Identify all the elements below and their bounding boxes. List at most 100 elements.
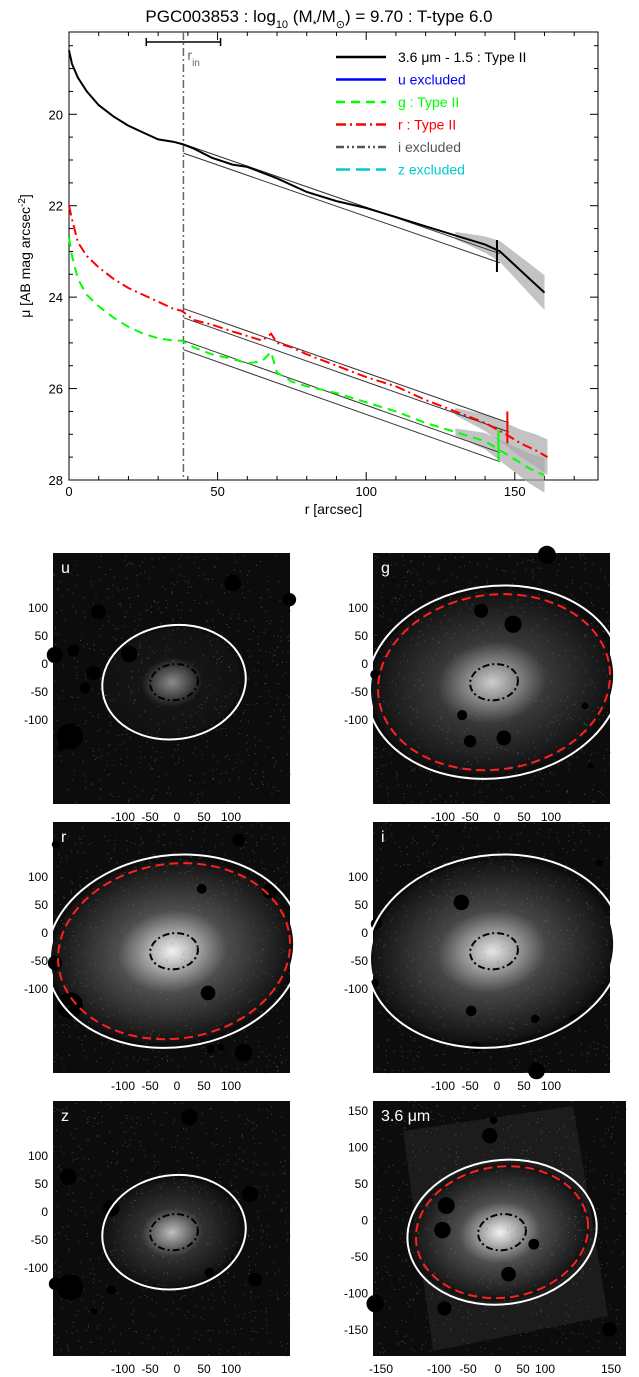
fit-line xyxy=(183,152,501,264)
title-part-5: ⊙ xyxy=(336,19,345,31)
legend-entry: r : Type II xyxy=(398,117,456,133)
y-tick-label: 22 xyxy=(49,199,63,214)
y-tick-label: 28 xyxy=(49,473,63,488)
plot-frame xyxy=(68,31,599,481)
x-tick-label: 50 xyxy=(210,484,224,499)
y-tick-label: 26 xyxy=(49,382,63,397)
title-part-6: ) = 9.70 : T-type 6.0 xyxy=(345,7,493,26)
outer-ellipse xyxy=(365,584,623,780)
panel-y-tick: -50 xyxy=(31,685,49,699)
masked-star xyxy=(496,730,512,746)
y-tick-label: 24 xyxy=(49,290,63,305)
masked-star xyxy=(79,682,91,694)
masked-star xyxy=(463,735,477,748)
image-panel-4: z xyxy=(48,1101,291,1357)
panel-y-tick: 0 xyxy=(361,657,368,671)
legend-entry: z excluded xyxy=(398,162,465,178)
x-tick-label: 150 xyxy=(504,484,526,499)
panel-y-tick: 0 xyxy=(41,657,48,671)
break-ellipse xyxy=(377,593,612,772)
masked-star xyxy=(90,604,106,620)
masked-star xyxy=(470,1041,481,1053)
masked-star xyxy=(232,833,246,847)
panel-x-tick: 50 xyxy=(517,1079,531,1093)
title-part-0: PGC003853 : log xyxy=(145,7,275,26)
panel-x-tick: 100 xyxy=(221,1079,241,1093)
x-tick-label: 0 xyxy=(65,484,72,499)
legend-entry: i excluded xyxy=(398,139,461,155)
panel-y-tick: -100 xyxy=(24,713,48,727)
panel-label: z xyxy=(61,1108,69,1125)
x-axis-title: r [arcsec] xyxy=(305,501,363,517)
profile-chart: PGC003853 : log10 (M*/M⊙) = 9.70 : T-typ… xyxy=(17,7,599,517)
panel-x-tick: 50 xyxy=(197,1362,211,1376)
masked-star xyxy=(241,1185,259,1203)
masked-star xyxy=(434,1221,451,1239)
panel-x-tick: 150 xyxy=(601,1362,621,1376)
inner-ellipse xyxy=(149,1213,199,1252)
masked-star xyxy=(581,702,589,710)
fit-line xyxy=(183,317,510,433)
inner-ellipse xyxy=(149,663,199,702)
panel-x-tick: -50 xyxy=(141,1079,159,1093)
title-part-1: 10 xyxy=(276,19,288,31)
series-line-g xyxy=(68,237,545,477)
image-panel-5: 3.6 μm xyxy=(366,1101,627,1357)
masked-star xyxy=(57,723,83,750)
panel-y-tick: 50 xyxy=(35,629,49,643)
panel-y-tick: 150 xyxy=(348,1104,368,1118)
masked-star xyxy=(437,1301,452,1316)
panel-x-tick: 50 xyxy=(197,810,211,824)
masked-star xyxy=(86,665,101,681)
masked-star xyxy=(528,1238,540,1250)
panel-y-tick: -100 xyxy=(344,1287,368,1301)
masked-star xyxy=(528,1062,545,1080)
panel-y-tick: -100 xyxy=(344,982,368,996)
outer-ellipse xyxy=(101,623,247,741)
masked-star xyxy=(371,978,379,987)
panel-y-tick: 50 xyxy=(35,898,49,912)
panel-x-tick: 0 xyxy=(494,1079,501,1093)
panel-y-tick: 100 xyxy=(348,1141,368,1155)
masked-star xyxy=(370,669,380,680)
masked-star xyxy=(224,574,242,592)
panel-label: r xyxy=(61,829,67,846)
inner-ellipse xyxy=(469,932,519,971)
legend-entry: u excluded xyxy=(398,72,466,88)
panel-x-tick: 50 xyxy=(517,810,531,824)
masked-star xyxy=(106,1285,116,1295)
masked-star xyxy=(57,992,83,1019)
series-line-3 xyxy=(68,50,546,294)
masked-star xyxy=(46,646,63,664)
masked-star xyxy=(181,1109,198,1126)
y-axis-title-end: ] xyxy=(17,194,33,198)
galaxy-glow xyxy=(50,859,294,1044)
panel-y-tick: -100 xyxy=(344,713,368,727)
masked-star xyxy=(465,1005,477,1017)
panel-x-tick: -150 xyxy=(369,1362,393,1376)
y-axis-title-sup: -2 xyxy=(17,198,28,207)
noise xyxy=(373,822,611,1074)
panel-y-tick: 50 xyxy=(35,1177,49,1191)
outer-ellipse xyxy=(101,1173,247,1291)
y-axis-title: μ [AB mag arcsec-2] xyxy=(17,194,34,318)
panel-y-tick: -150 xyxy=(344,1323,368,1337)
galaxy-glow xyxy=(370,859,614,1044)
masked-star xyxy=(587,762,594,769)
panel-y-tick: 100 xyxy=(28,870,48,884)
masked-star xyxy=(474,603,489,618)
fit-line xyxy=(183,349,501,463)
panel-y-tick: 100 xyxy=(348,601,368,615)
fit-line xyxy=(183,308,510,424)
masked-star xyxy=(217,1043,225,1051)
rin-label-main: r xyxy=(187,47,192,63)
panel-x-tick: -100 xyxy=(111,1079,135,1093)
panel-y-tick: -50 xyxy=(31,1233,49,1247)
panel-label: u xyxy=(61,560,70,577)
masked-star xyxy=(482,1127,498,1144)
image-panel-3: i xyxy=(365,822,623,1080)
panel-x-tick: 100 xyxy=(221,810,241,824)
panel-label: g xyxy=(381,560,390,577)
panel-x-tick: -50 xyxy=(141,810,159,824)
